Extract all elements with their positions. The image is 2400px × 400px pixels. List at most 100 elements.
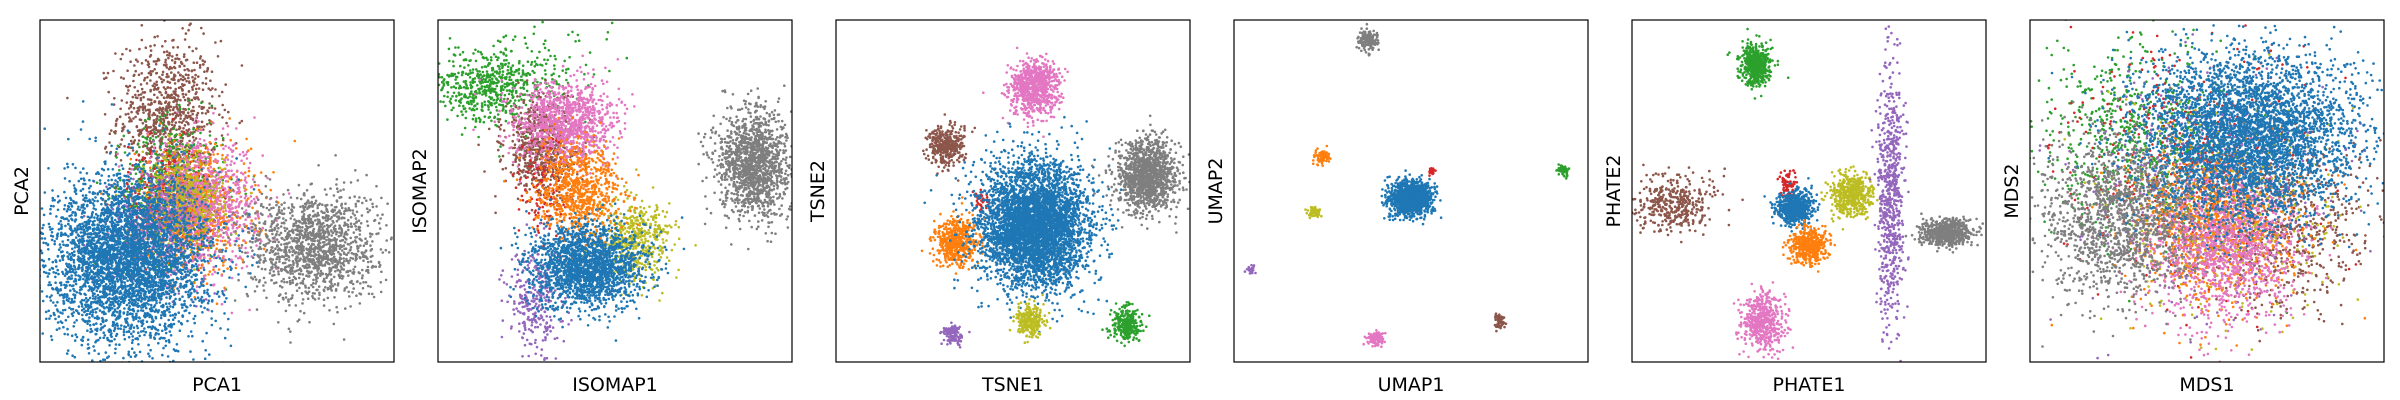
scatter-point (181, 27, 184, 30)
scatter-point (139, 106, 142, 109)
scatter-point (237, 244, 240, 247)
scatter-point (375, 184, 378, 188)
scatter-point (207, 160, 210, 163)
scatter-point (200, 125, 204, 129)
scatter-point (346, 218, 350, 222)
scatter-point (235, 215, 238, 218)
scatter-point (140, 87, 144, 91)
scatter-point (248, 161, 252, 165)
scatter-point (245, 137, 248, 141)
scatter-point (169, 157, 173, 160)
scatter-point (181, 198, 184, 201)
scatter-point (243, 189, 247, 192)
scatter-point (221, 116, 224, 119)
scatter-point (186, 67, 189, 71)
scatter-point (196, 194, 199, 198)
scatter-point (360, 214, 364, 217)
scatter-point (231, 149, 235, 152)
scatter-point (160, 159, 164, 163)
scatter-point (155, 83, 158, 87)
scatter-point (234, 263, 238, 267)
scatter-point (225, 247, 228, 250)
scatter-point (174, 87, 177, 91)
scatter-point (226, 220, 230, 223)
scatter-point (241, 258, 244, 262)
scatter-point (141, 108, 145, 111)
scatter-point (145, 141, 148, 144)
scatter-point (199, 172, 203, 176)
scatter-point (209, 79, 212, 82)
scatter-point (154, 171, 158, 174)
scatter-point (161, 121, 164, 125)
scatter-point (202, 32, 205, 35)
scatter-point (231, 189, 235, 192)
scatter-point (131, 135, 135, 139)
scatter-point (141, 105, 144, 108)
scatter-point (149, 49, 153, 52)
scatter-point (186, 111, 190, 114)
scatter-point (199, 149, 203, 153)
scatter-point (197, 146, 200, 150)
scatter-point (157, 135, 160, 138)
scatter-point (167, 94, 170, 98)
scatter-point (171, 120, 174, 123)
scatter-point (214, 213, 217, 216)
scatter-point (148, 110, 151, 113)
scatter-point (158, 106, 162, 110)
scatter-point (221, 137, 225, 140)
scatter-point (153, 85, 156, 88)
scatter-point (171, 59, 174, 62)
scatter-point (332, 275, 336, 279)
scatter-point (200, 101, 203, 104)
scatter-point (308, 320, 311, 324)
scatter-point (230, 218, 234, 222)
scatter-point (218, 113, 221, 116)
scatter-point (127, 112, 130, 116)
scatter-point (132, 74, 136, 78)
scatter-point (167, 186, 170, 190)
scatter-point (169, 105, 173, 109)
scatter-point (224, 156, 228, 159)
scatter-point (178, 142, 182, 146)
scatter-point (291, 281, 295, 285)
scatter-point (181, 145, 184, 148)
scatter-point (134, 93, 137, 97)
scatter-point (173, 73, 176, 76)
scatter-point (198, 125, 201, 129)
scatter-point (218, 176, 222, 179)
scatter-point (221, 193, 225, 197)
scatter-point (365, 207, 369, 210)
scatter-point (139, 160, 142, 164)
scatter-point (226, 267, 229, 270)
scatter-point (119, 76, 123, 79)
scatter-point (250, 185, 254, 188)
scatter-point (230, 169, 233, 173)
scatter-point (152, 146, 156, 150)
scatter-point (142, 127, 146, 130)
scatter-point (259, 171, 263, 174)
scatter-point (115, 156, 118, 159)
scatter-point (378, 265, 381, 269)
scatter-point (197, 169, 200, 173)
scatter-point (252, 197, 256, 201)
scatter-point (203, 213, 206, 217)
scatter-point (156, 96, 159, 99)
scatter-point (140, 62, 144, 65)
scatter-point (147, 71, 151, 75)
scatter-point (180, 130, 183, 133)
scatter-point (192, 84, 196, 87)
scatter-point (138, 118, 142, 121)
scatter-point (236, 169, 239, 173)
scatter-point (143, 118, 147, 122)
scatter-point (118, 168, 121, 172)
scatter-point (205, 174, 208, 177)
scatter-point (185, 120, 188, 124)
scatter-point (210, 104, 214, 108)
scatter-point (179, 136, 182, 139)
scatter-point (238, 255, 242, 258)
scatter-point (103, 113, 107, 116)
scatter-point (151, 113, 154, 117)
scatter-point (153, 35, 156, 39)
scatter-point (234, 266, 238, 270)
scatter-point (177, 155, 180, 159)
